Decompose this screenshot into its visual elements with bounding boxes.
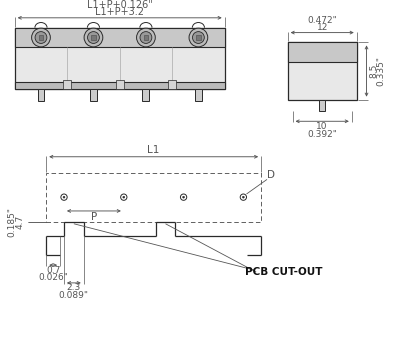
Bar xyxy=(142,89,149,100)
Circle shape xyxy=(240,194,246,200)
Text: 0.026": 0.026" xyxy=(38,273,68,283)
Bar xyxy=(288,43,357,62)
Circle shape xyxy=(121,194,127,200)
Text: 0.392": 0.392" xyxy=(307,130,337,139)
Text: L1+P+3.2: L1+P+3.2 xyxy=(95,7,144,17)
Bar xyxy=(168,80,176,89)
Circle shape xyxy=(136,28,155,47)
Bar xyxy=(319,99,325,111)
Circle shape xyxy=(123,196,125,198)
Bar xyxy=(63,80,71,89)
Circle shape xyxy=(88,32,99,44)
Circle shape xyxy=(182,196,184,198)
Bar xyxy=(90,89,97,100)
Circle shape xyxy=(61,194,67,200)
Text: L1: L1 xyxy=(148,145,160,155)
Text: 10: 10 xyxy=(316,122,328,131)
Bar xyxy=(196,35,201,40)
Bar xyxy=(38,89,44,100)
Text: 8.5: 8.5 xyxy=(369,64,378,78)
Circle shape xyxy=(189,28,208,47)
Bar xyxy=(15,28,225,89)
Text: 0.185": 0.185" xyxy=(7,207,16,237)
Circle shape xyxy=(32,28,50,47)
Bar xyxy=(144,35,148,40)
Text: 0.472": 0.472" xyxy=(307,16,337,25)
Text: 2.3: 2.3 xyxy=(67,283,81,292)
Text: D: D xyxy=(267,170,275,180)
Circle shape xyxy=(242,196,244,198)
Circle shape xyxy=(192,32,204,44)
Bar xyxy=(15,28,225,47)
Bar xyxy=(116,80,124,89)
Text: 0.089": 0.089" xyxy=(59,291,89,300)
Circle shape xyxy=(35,32,47,44)
Text: L1+P+0.126": L1+P+0.126" xyxy=(87,0,152,10)
Bar xyxy=(15,82,225,89)
Text: PCB CUT-OUT: PCB CUT-OUT xyxy=(245,267,322,277)
Text: 0.335": 0.335" xyxy=(377,56,386,86)
Circle shape xyxy=(180,194,187,200)
Circle shape xyxy=(84,28,103,47)
Circle shape xyxy=(63,196,65,198)
Bar xyxy=(195,89,202,100)
Text: P: P xyxy=(91,212,97,222)
Bar xyxy=(46,173,261,222)
Text: 12: 12 xyxy=(316,23,328,32)
Text: 4.7: 4.7 xyxy=(15,215,24,229)
Circle shape xyxy=(140,32,152,44)
Text: 0.7: 0.7 xyxy=(46,265,60,275)
Bar xyxy=(288,43,357,99)
Bar xyxy=(91,35,96,40)
Bar xyxy=(39,35,43,40)
